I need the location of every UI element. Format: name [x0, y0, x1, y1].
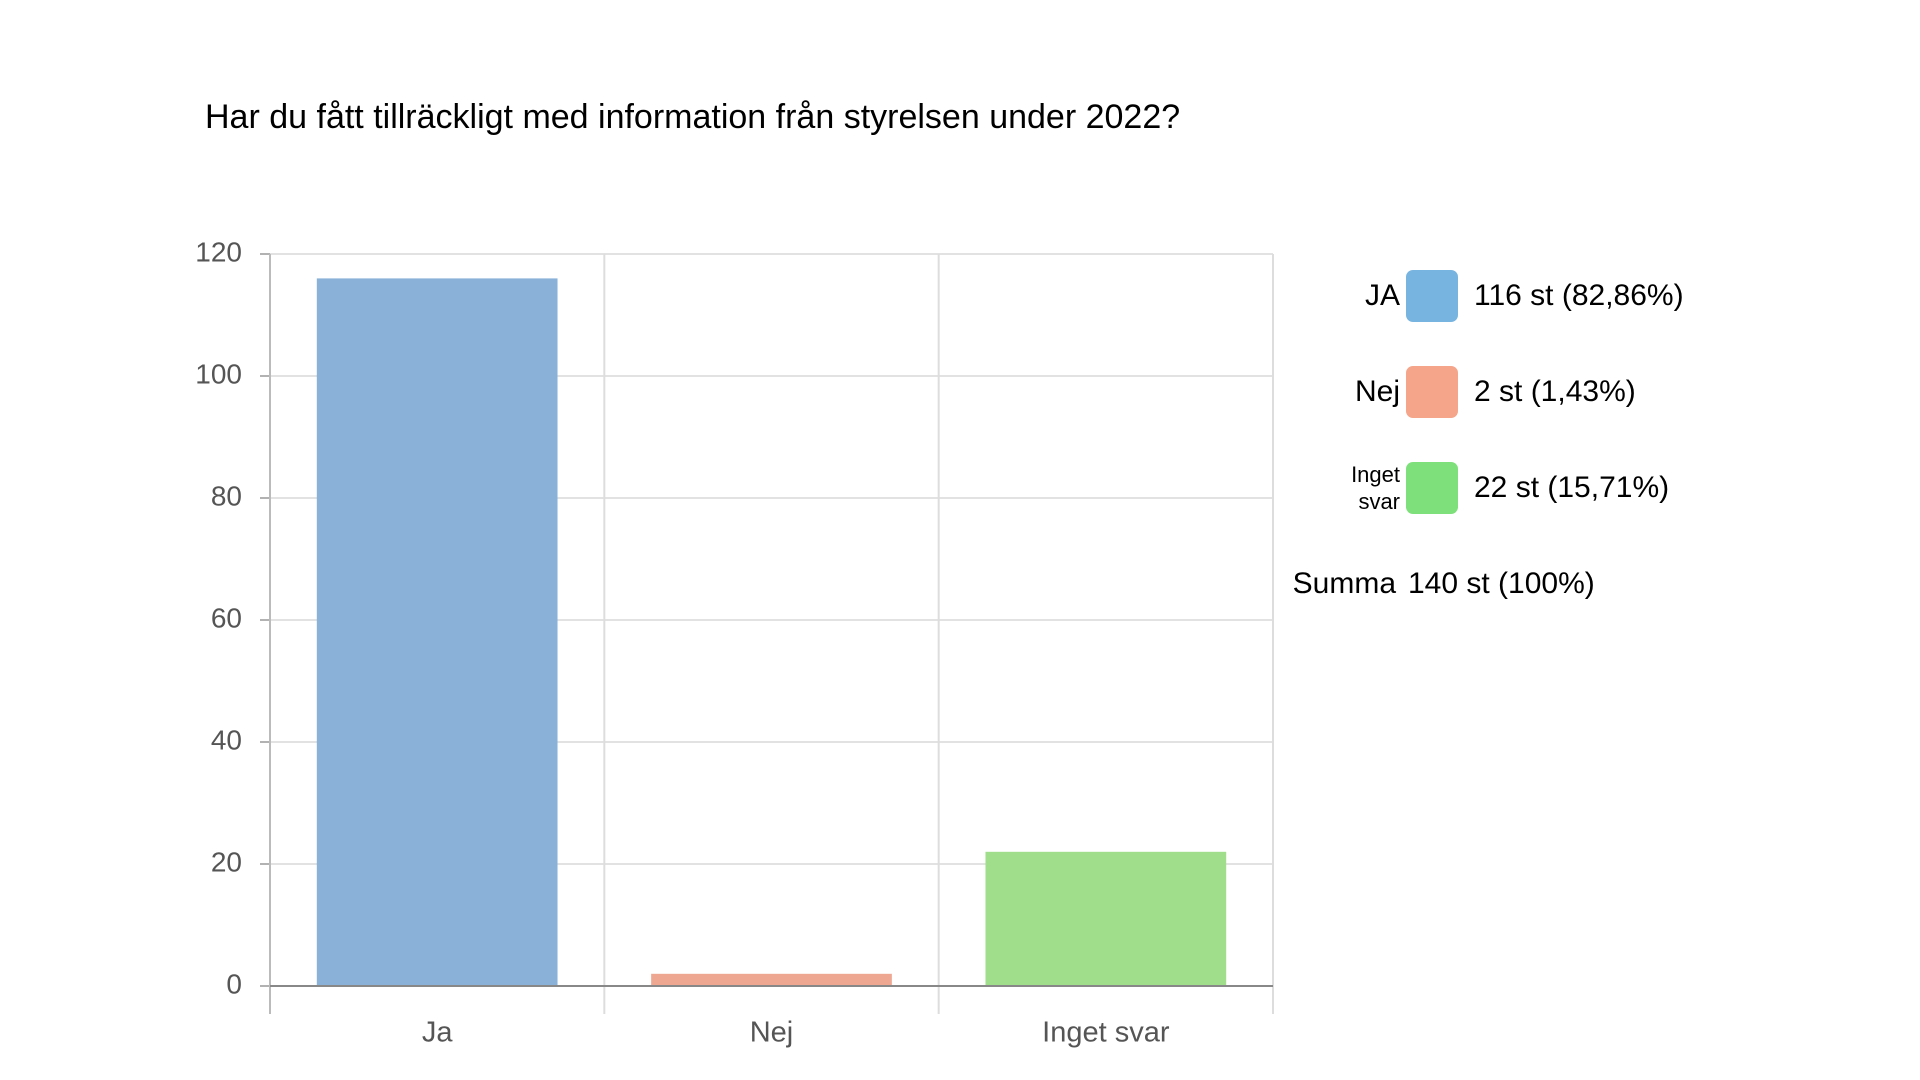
legend-label: 116 st (82,86%)	[1474, 279, 1684, 312]
legend-label: 22 st (15,71%)	[1474, 471, 1670, 504]
y-tick-label: 100	[195, 358, 242, 389]
legend-name-text: Inget svar	[1351, 462, 1400, 514]
x-tick-label: Inget svar	[1042, 1017, 1170, 1049]
legend-swatch	[1406, 366, 1458, 418]
legend-item: Nej 2 st (1,43%)	[1300, 360, 1684, 424]
legend-label: 2 st (1,43%)	[1474, 375, 1636, 408]
bar	[651, 973, 892, 986]
legend-item: Inget svar 22 st (15,71%)	[1300, 456, 1684, 520]
y-tick-label: 20	[211, 846, 242, 877]
legend-total: Summa 140 st (100%)	[1236, 552, 1684, 616]
y-tick-label: 120	[195, 236, 242, 267]
legend-item: JA 116 st (82,86%)	[1300, 264, 1684, 328]
total-name: Summa	[1292, 567, 1396, 600]
legend-name-text: Nej	[1354, 375, 1400, 408]
chart-title: Har du fått tillräckligt med information…	[205, 98, 1180, 136]
y-tick-label: 60	[211, 602, 242, 633]
y-tick-label: 0	[226, 968, 242, 999]
legend-name: Nej	[1300, 375, 1406, 409]
legend: JA 116 st (82,86%) Nej 2 st (1,43%) Inget sv…	[1293, 264, 1684, 648]
bar	[985, 851, 1227, 986]
y-tick-label: 40	[211, 724, 242, 755]
legend-name: Inget svar	[1300, 461, 1406, 515]
total-label: 140 st (100%)	[1408, 567, 1595, 600]
x-tick-label: Nej	[750, 1017, 794, 1049]
x-tick-label: Ja	[422, 1017, 454, 1049]
bar	[316, 278, 558, 986]
legend-swatch	[1406, 270, 1458, 322]
y-tick-label: 80	[211, 480, 242, 511]
legend-name: JA	[1300, 279, 1406, 313]
legend-name-text: JA	[1364, 279, 1400, 312]
legend-swatch	[1406, 462, 1458, 514]
